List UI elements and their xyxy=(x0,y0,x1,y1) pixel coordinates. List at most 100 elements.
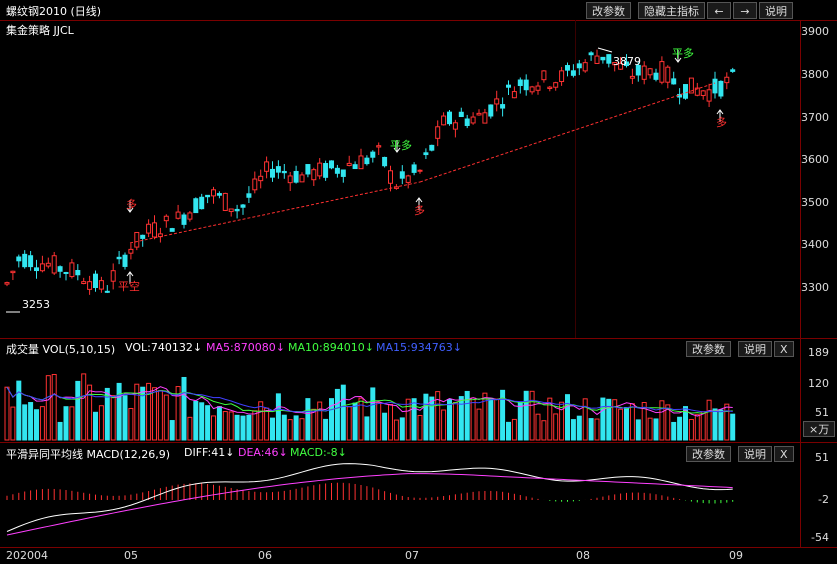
volume-bar xyxy=(352,402,358,441)
candle-body xyxy=(730,69,736,72)
candle-body xyxy=(712,78,718,94)
volume-help-button[interactable]: 说明 xyxy=(738,341,772,357)
candle-body xyxy=(641,65,647,80)
volume-bar xyxy=(199,402,205,441)
signal-arrow-head xyxy=(674,57,682,63)
candle-body xyxy=(435,126,441,139)
volume-bar xyxy=(376,401,382,441)
volume-bar xyxy=(57,421,63,441)
panel-divider xyxy=(0,442,837,443)
volume-bar xyxy=(45,375,51,441)
help-button[interactable]: 说明 xyxy=(759,2,793,19)
volume-bar xyxy=(393,419,399,441)
volume-bar xyxy=(494,398,500,441)
high-marker xyxy=(597,47,613,53)
volume-bar xyxy=(152,387,157,441)
candle-body xyxy=(635,64,641,76)
volume-bar xyxy=(193,400,199,441)
candle-body xyxy=(275,166,281,173)
volume-bar xyxy=(63,406,69,441)
scroll-left-button[interactable]: ← xyxy=(707,2,731,19)
candle-body xyxy=(317,162,323,177)
volume-bar xyxy=(730,413,736,441)
macd-tick: -2 xyxy=(818,493,829,506)
candle-body xyxy=(665,66,671,83)
grid-line xyxy=(0,20,837,21)
candle-body xyxy=(252,178,258,191)
macd-params-button[interactable]: 改参数 xyxy=(686,446,731,462)
candle-body xyxy=(594,55,600,64)
volume-ma15-line xyxy=(6,386,733,413)
volume-bar xyxy=(464,390,470,441)
candle-body xyxy=(376,145,382,148)
volume-bar xyxy=(28,402,34,441)
candle-body xyxy=(340,169,346,177)
volume-bar xyxy=(264,407,270,441)
axis-divider xyxy=(800,20,801,547)
candle-body xyxy=(199,196,205,210)
volume-bar xyxy=(541,420,547,441)
candle-body xyxy=(45,262,51,267)
volume-close-button[interactable]: X xyxy=(774,341,794,357)
volume-bar xyxy=(122,395,128,441)
volume-bar xyxy=(506,421,511,441)
volume-bar xyxy=(358,397,364,441)
volume-unit-label: ×万 xyxy=(803,421,836,437)
volume-bar xyxy=(281,414,287,441)
volume-bar xyxy=(98,405,104,441)
candle-body xyxy=(458,111,464,118)
candle-body xyxy=(334,167,340,174)
volume-bar xyxy=(647,417,653,441)
candle-body xyxy=(116,256,122,260)
volume-bar xyxy=(169,420,175,441)
volume-bar xyxy=(4,386,10,441)
candle-body xyxy=(683,84,688,99)
candle-body xyxy=(240,204,246,208)
candle-body xyxy=(187,212,193,220)
candle-body xyxy=(323,163,329,178)
macd-close-button[interactable]: X xyxy=(774,446,794,462)
volume-bar xyxy=(157,390,163,441)
candle-body xyxy=(553,82,559,88)
volume-bar xyxy=(258,401,264,441)
volume-params-button[interactable]: 改参数 xyxy=(686,341,731,357)
scroll-right-button[interactable]: → xyxy=(733,2,757,19)
candle-body xyxy=(482,112,488,124)
volume-bar xyxy=(423,393,429,441)
candle-body xyxy=(629,75,635,79)
hide-indicator-button[interactable]: 隐藏主指标 xyxy=(638,2,705,19)
candle-body xyxy=(529,86,535,93)
candle-body xyxy=(541,70,547,81)
macd-help-button[interactable]: 说明 xyxy=(738,446,772,462)
candle-body xyxy=(718,80,724,97)
price-tick: 3500 xyxy=(801,196,829,209)
volume-bar xyxy=(305,398,311,441)
volume-bar xyxy=(476,408,482,441)
trend-line xyxy=(129,181,421,244)
volume-bar xyxy=(706,399,712,441)
volume-bar xyxy=(51,373,57,441)
candle-body xyxy=(57,266,63,272)
volume-bar xyxy=(175,386,181,441)
candle-body xyxy=(582,62,588,72)
volume-bar xyxy=(683,406,688,441)
volume-bar xyxy=(677,416,683,441)
volume-bar xyxy=(641,402,647,441)
price-tick: 3800 xyxy=(801,68,829,81)
candle-body xyxy=(264,161,270,172)
close-short-signal-label: 平空 xyxy=(118,280,140,293)
volume-title: 成交量 VOL(5,10,15) xyxy=(6,343,116,356)
candle-body xyxy=(688,77,694,94)
params-button[interactable]: 改参数 xyxy=(586,2,631,19)
candle-body xyxy=(75,269,81,276)
macd-diff-line xyxy=(6,463,733,532)
volume-bar xyxy=(39,406,45,441)
candle-body xyxy=(488,104,494,117)
candle-body xyxy=(110,270,116,282)
flat-long-signal-label: 平多 xyxy=(672,47,694,60)
volume-bar xyxy=(382,412,388,441)
candle-body xyxy=(216,193,222,196)
volume-bar xyxy=(700,411,706,441)
candle-body xyxy=(506,84,511,88)
